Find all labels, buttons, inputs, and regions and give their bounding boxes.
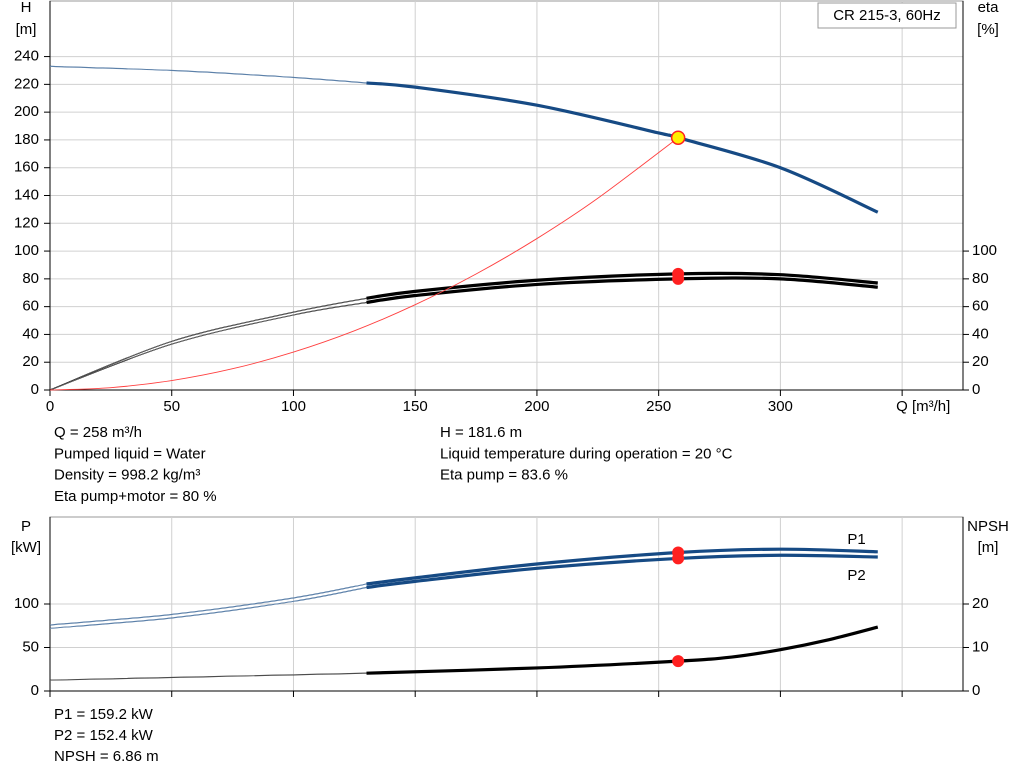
y-tick-label: 200 [14, 103, 39, 120]
x-tick-label: 50 [163, 398, 180, 415]
duty-point [670, 130, 686, 145]
y-tick-label: 140 [14, 186, 39, 203]
y2-tick-label: 20 [972, 595, 989, 612]
series-line [49, 137, 679, 391]
chart: 0 50 100 150 200 250 300 Q [m³/h]02040608010012… [14, 0, 999, 505]
series-line-inner [49, 302, 367, 391]
x-tick-label: 250 [646, 398, 671, 415]
series-label: P1 [847, 531, 865, 548]
series-line-inner [49, 298, 367, 391]
y-tick-label: 240 [14, 48, 39, 65]
y-tick-label: 50 [22, 638, 39, 655]
title-box [817, 2, 957, 29]
y-tick-label: 100 [14, 242, 39, 259]
x-tick-label: Q [m³/h] [896, 398, 950, 415]
y-tick-label: 80 [22, 270, 39, 287]
info-text: P1 = 159.2 kW [54, 706, 154, 723]
info-text: P2 = 152.4 kW [54, 727, 154, 744]
info-text: Q = 258 m³/h [54, 424, 142, 441]
series-label: P2 [847, 567, 865, 584]
y-tick-label: 20 [22, 353, 39, 370]
series-line [366, 625, 879, 675]
y-tick-label: 120 [14, 214, 39, 231]
y2-tick-label: 40 [972, 325, 989, 342]
y2-tick-label: 60 [972, 298, 989, 315]
y2-tick-label: 0 [972, 682, 980, 699]
y2-tick-label: 100 [972, 242, 997, 259]
y2-axis-label: eta [978, 0, 1000, 16]
duty-point [672, 655, 685, 668]
info-text: Liquid temperature during operation = 20… [440, 445, 733, 462]
duty-point [672, 272, 685, 285]
y2-axis-unit: [m] [978, 539, 999, 556]
y2-axis-unit: [%] [977, 21, 999, 38]
series-line [366, 271, 878, 300]
y2-tick-label: 20 [972, 353, 989, 370]
x-tick-label: 0 [46, 398, 54, 415]
info-text: Pumped liquid = Water [54, 445, 206, 462]
info-text: NPSH = 6.86 m [54, 748, 159, 765]
y-axis-unit: [kW] [11, 539, 41, 556]
duty-point [672, 552, 685, 565]
y-tick-label: 160 [14, 159, 39, 176]
y2-tick-label: 0 [972, 381, 980, 398]
series-line [366, 547, 878, 586]
series-line-inner [49, 673, 367, 681]
chart-title: CR 215-3, 60Hz [833, 7, 941, 24]
info-text: Density = 998.2 kg/m³ [54, 467, 200, 484]
y-tick-label: 180 [14, 131, 39, 148]
series-line-inner [49, 66, 367, 84]
x-tick-label: 300 [768, 398, 793, 415]
y-tick-label: 60 [22, 298, 39, 315]
series-line [366, 81, 879, 214]
y-axis-label: P [21, 518, 31, 535]
y2-axis-label: NPSH [967, 518, 1009, 535]
y-tick-label: 100 [14, 595, 39, 612]
y-tick-label: 220 [14, 75, 39, 92]
x-tick-label: 100 [281, 398, 306, 415]
y-axis-label: H [21, 0, 32, 16]
info-text: H = 181.6 m [440, 424, 522, 441]
series-line-inner [49, 583, 367, 626]
series-line-inner [49, 587, 367, 629]
y-tick-label: 40 [22, 325, 39, 342]
info-text: Eta pump = 83.6 % [440, 467, 568, 484]
series-line [366, 553, 878, 590]
series-line [366, 276, 878, 305]
info-text: Eta pump+motor = 80 % [54, 488, 217, 505]
y-tick-label: 0 [31, 682, 39, 699]
y2-tick-label: 80 [972, 270, 989, 287]
x-tick-label: 150 [403, 398, 428, 415]
x-tick-label: 200 [524, 398, 549, 415]
y2-tick-label: 10 [972, 638, 989, 655]
chart: 0 50 100 0 10 20 P [kW] NPSH [m] P1 P2 P1 = 159.2 kW… [11, 516, 1009, 765]
y-tick-label: 0 [31, 381, 39, 398]
y-axis-unit: [m] [16, 21, 37, 38]
